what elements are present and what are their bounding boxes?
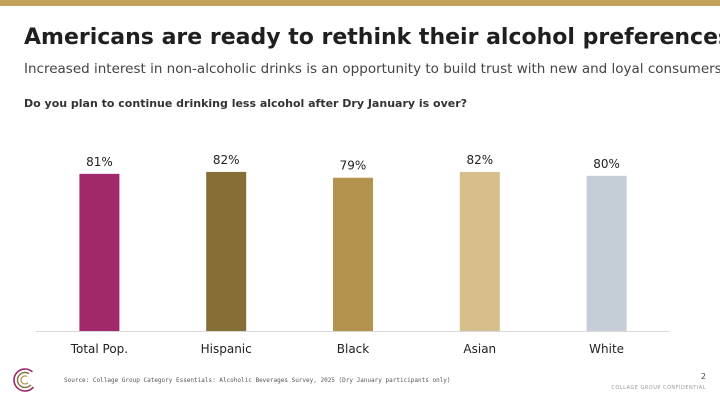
data-label: 82%	[466, 153, 493, 167]
slide-title: Americans are ready to rethink their alc…	[24, 25, 720, 50]
bar-black	[333, 177, 373, 331]
category-label: Black	[337, 342, 370, 356]
category-label: Asian	[463, 342, 496, 356]
page-number: 2	[700, 372, 706, 381]
survey-question: Do you plan to continue drinking less al…	[24, 97, 468, 110]
data-label: 79%	[340, 159, 367, 173]
collage-logo-icon	[13, 368, 37, 392]
data-label: 81%	[86, 155, 113, 169]
category-label: Hispanic	[201, 342, 252, 356]
bar-asian	[459, 171, 500, 331]
bar-chart: 81% Total Pop. 82% Hispanic 79% Black 82% Asian…	[36, 153, 670, 356]
top-accent-bar	[0, 0, 720, 6]
data-label: 82%	[213, 153, 240, 167]
slide-subtitle: Increased interest in non-alcoholic drin…	[24, 61, 720, 77]
bar-hispanic	[206, 171, 247, 331]
bar-total-pop	[79, 173, 120, 331]
source-note: Source: Collage Group Category Essential…	[64, 377, 451, 384]
confidential-label: COLLAGE GROUP CONFIDENTIAL	[611, 385, 706, 391]
bar-white	[586, 175, 627, 331]
category-label: Total Pop.	[70, 342, 128, 356]
category-label: White	[589, 342, 624, 356]
data-label: 80%	[593, 157, 620, 171]
